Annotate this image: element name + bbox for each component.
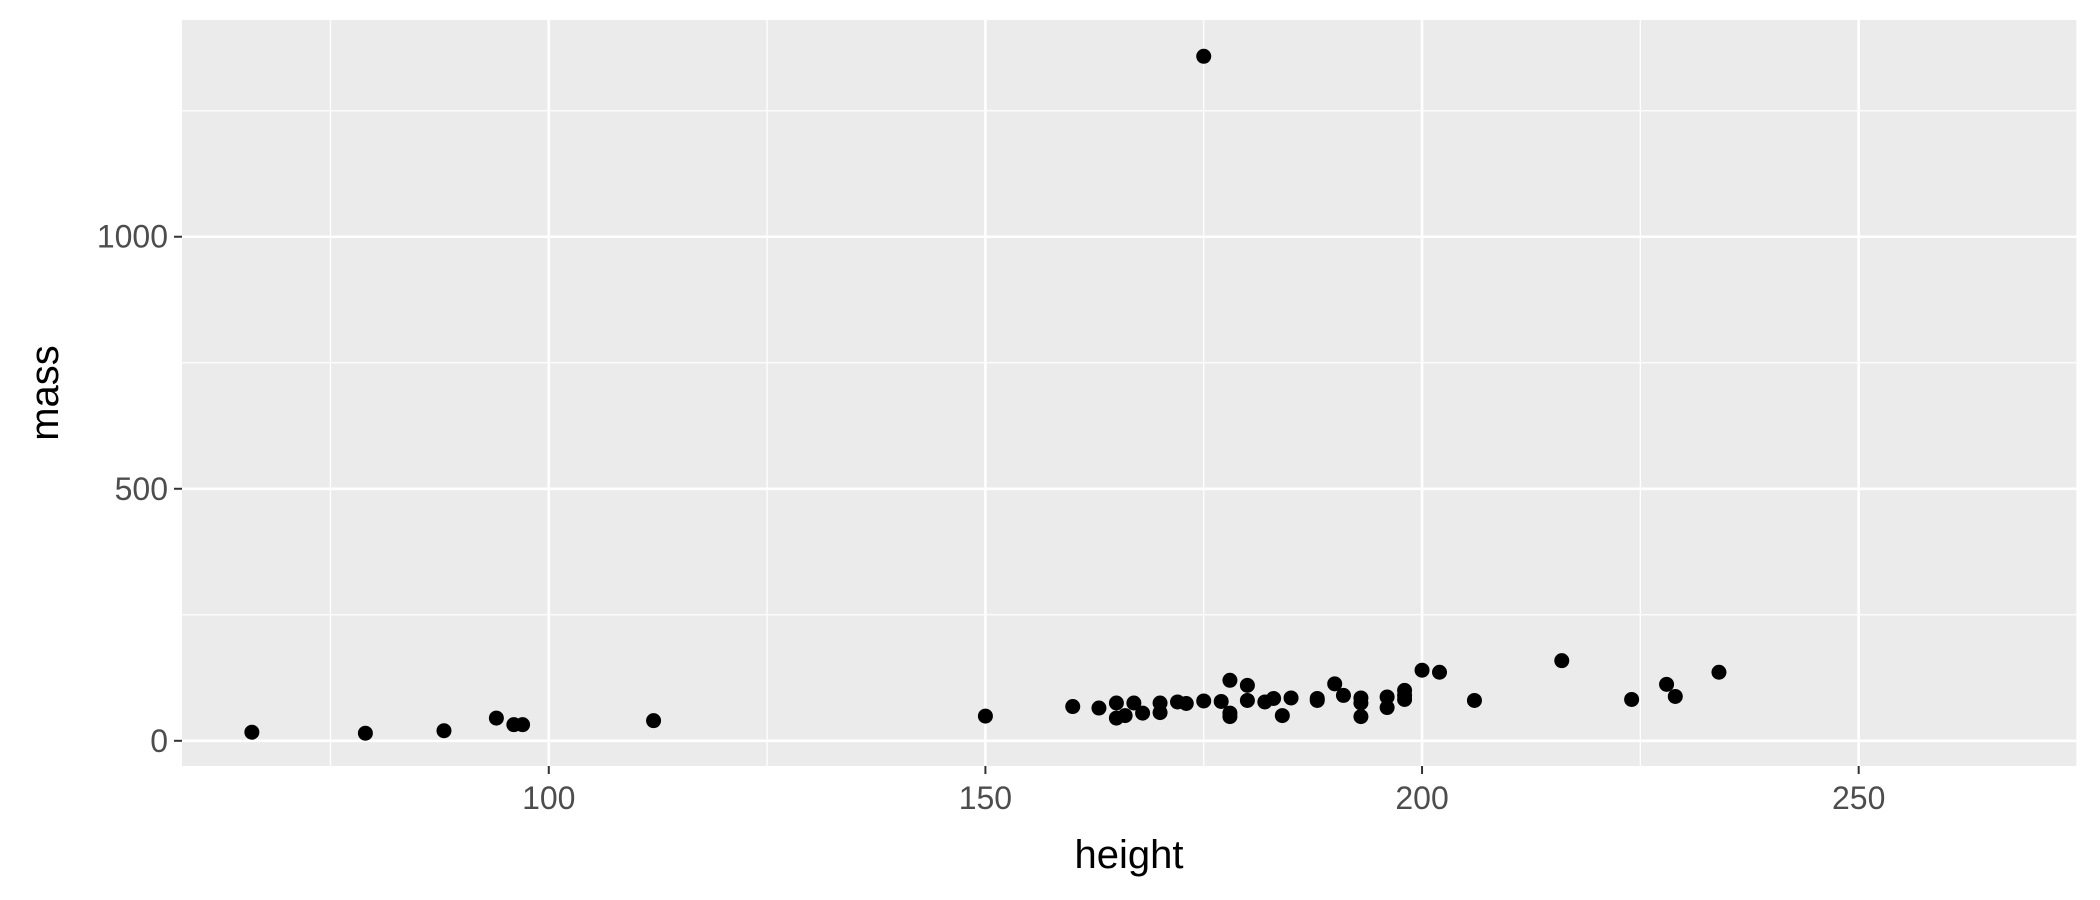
data-point xyxy=(244,724,260,740)
data-point xyxy=(1178,695,1194,711)
minor-gridlines xyxy=(182,20,2078,766)
data-point xyxy=(1466,692,1482,708)
data-point xyxy=(1222,672,1238,688)
data-point xyxy=(1239,692,1255,708)
data-point xyxy=(1624,691,1640,707)
y-tick-label: 1000 xyxy=(97,219,168,255)
data-points xyxy=(244,48,1727,741)
data-point xyxy=(436,723,452,739)
data-point xyxy=(1667,688,1683,704)
data-point xyxy=(1659,676,1675,692)
data-point xyxy=(1711,664,1727,680)
data-point xyxy=(1414,662,1430,678)
data-point xyxy=(1065,699,1081,715)
data-point xyxy=(357,725,373,741)
data-point xyxy=(1554,653,1570,669)
data-point xyxy=(1283,690,1299,706)
x-tick-label: 200 xyxy=(1395,780,1448,816)
data-point xyxy=(1152,695,1168,711)
data-point xyxy=(1379,689,1395,705)
tick-labels: 100 150 200 250 0 500 1000 xyxy=(97,219,1886,816)
data-point xyxy=(1239,677,1255,693)
plot-panel xyxy=(182,20,2077,766)
data-point xyxy=(1432,664,1448,680)
data-point xyxy=(1397,682,1413,698)
y-tick-label: 500 xyxy=(115,471,168,507)
axis-ticks xyxy=(174,235,1860,774)
data-point xyxy=(1126,695,1142,711)
data-point xyxy=(1379,700,1395,716)
data-point xyxy=(977,708,993,724)
data-point xyxy=(1108,695,1124,711)
x-tick-label: 250 xyxy=(1832,780,1885,816)
data-point xyxy=(1213,693,1229,709)
data-point xyxy=(646,713,662,729)
data-point xyxy=(1266,690,1282,706)
x-tick-label: 100 xyxy=(522,780,575,816)
data-point xyxy=(515,717,531,733)
data-point xyxy=(1309,690,1325,706)
data-point xyxy=(1196,48,1212,64)
y-tick-label: 0 xyxy=(150,723,168,759)
data-point xyxy=(1353,695,1369,711)
x-tick-label: 150 xyxy=(959,780,1012,816)
data-point xyxy=(1117,708,1133,724)
data-point xyxy=(1222,705,1238,721)
major-gridlines xyxy=(182,20,2077,766)
x-axis-title: height xyxy=(1075,833,1184,877)
data-point xyxy=(1196,693,1212,709)
data-point xyxy=(1135,705,1151,721)
data-point xyxy=(1091,700,1107,716)
data-point xyxy=(1335,687,1351,703)
data-point xyxy=(1274,708,1290,724)
data-point xyxy=(1327,676,1343,692)
y-axis-title: mass xyxy=(23,345,67,441)
data-point xyxy=(1353,709,1369,725)
data-point xyxy=(488,710,504,726)
